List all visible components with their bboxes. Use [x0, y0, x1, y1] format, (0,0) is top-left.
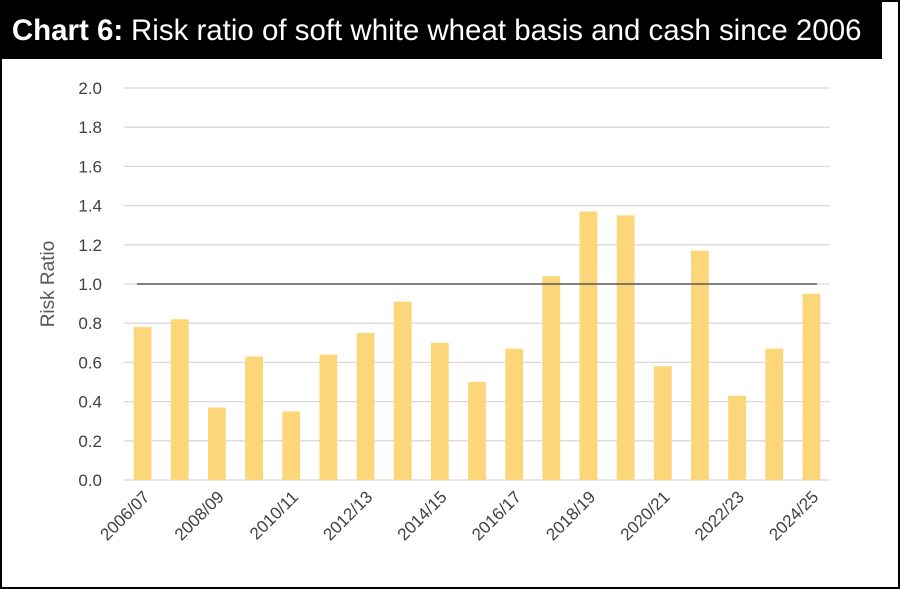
bar — [133, 327, 152, 480]
x-axis-ticks: 2006/07 2008/09 2010/11 2012/13 2014/15 2016/… — [97, 487, 823, 544]
y-axis-ticks: 0.0 0.2 0.4 0.6 0.8 1.0 1.2 1.4 1.6 1.8 2.0 — [78, 79, 102, 490]
bar — [393, 301, 412, 480]
x-tick-label: 2006/07 — [97, 487, 154, 544]
bar — [505, 348, 524, 480]
chart-title: Risk ratio of soft white wheat basis and… — [131, 13, 862, 47]
x-tick-label: 2010/11 — [246, 487, 302, 543]
x-tick-label: 2014/15 — [394, 487, 451, 544]
y-tick-label: 0.2 — [78, 432, 102, 451]
x-tick-label: 2016/17 — [468, 487, 525, 544]
x-tick-label: 2024/25 — [765, 487, 822, 544]
bar — [430, 342, 449, 480]
bar — [282, 411, 301, 480]
y-tick-label: 2.0 — [78, 79, 102, 98]
y-tick-label: 0.0 — [78, 471, 102, 490]
x-tick-label: 2012/13 — [319, 487, 376, 544]
bar — [170, 319, 189, 480]
y-tick-label: 0.4 — [78, 393, 102, 412]
x-tick-label: 2020/21 — [617, 487, 674, 544]
y-tick-label: 1.4 — [78, 197, 102, 216]
bar — [728, 395, 747, 480]
bar-series — [133, 211, 821, 481]
x-tick-label: 2018/19 — [542, 487, 599, 544]
bar — [765, 348, 784, 480]
chart-title-bar: Chart 6: Risk ratio of soft white wheat … — [2, 2, 882, 59]
y-tick-label: 1.0 — [78, 275, 102, 294]
bar — [579, 211, 598, 481]
gridlines — [124, 87, 830, 481]
y-tick-label: 1.8 — [78, 118, 102, 137]
y-tick-label: 0.8 — [78, 314, 102, 333]
y-tick-label: 0.6 — [78, 353, 102, 372]
bar — [653, 366, 672, 480]
x-tick-label: 2008/09 — [171, 487, 228, 544]
y-axis-title: Risk Ratio — [38, 241, 59, 328]
x-tick-label: 2022/23 — [691, 487, 748, 544]
bar — [207, 407, 226, 480]
bar — [542, 276, 561, 480]
y-tick-label: 1.2 — [78, 236, 102, 255]
bar — [245, 356, 263, 480]
bar — [319, 354, 338, 480]
bar — [616, 215, 635, 480]
bar — [468, 382, 486, 480]
bar — [356, 333, 375, 480]
chart-number: Chart 6: — [11, 13, 124, 47]
y-tick-label: 1.6 — [78, 157, 102, 176]
bar — [691, 250, 709, 480]
bar — [802, 293, 821, 480]
